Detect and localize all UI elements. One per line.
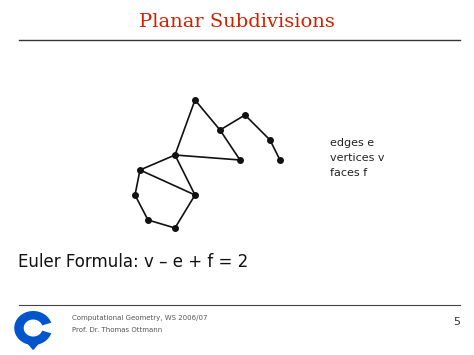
PathPatch shape	[14, 311, 51, 345]
Text: 5: 5	[453, 317, 460, 327]
Text: edges e
vertices v
faces f: edges e vertices v faces f	[330, 138, 384, 178]
Text: Euler Formula: v – e + f = 2: Euler Formula: v – e + f = 2	[18, 253, 248, 271]
Polygon shape	[26, 341, 40, 349]
Text: Prof. Dr. Thomas Ottmann: Prof. Dr. Thomas Ottmann	[72, 327, 162, 333]
Text: Computational Geometry, WS 2006/07: Computational Geometry, WS 2006/07	[72, 315, 208, 321]
Text: Planar Subdivisions: Planar Subdivisions	[139, 13, 335, 31]
